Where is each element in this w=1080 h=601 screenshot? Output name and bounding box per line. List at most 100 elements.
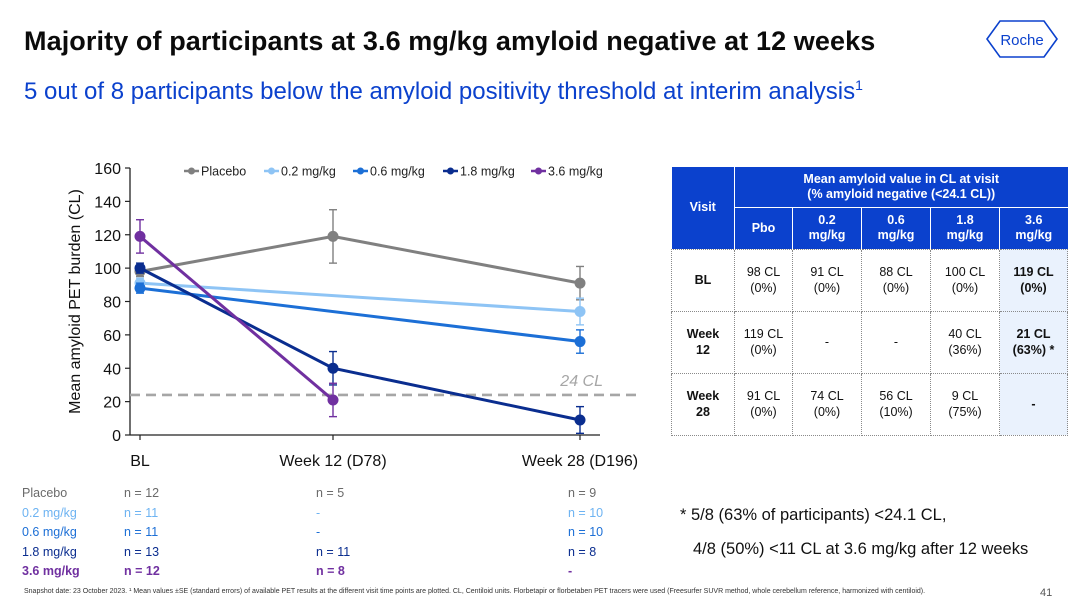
value-cell: 40 CL (36%)	[930, 310, 1000, 374]
column-header: 1.8 mg/kg	[930, 207, 1000, 249]
value-cell: 56 CL (10%)	[861, 372, 931, 436]
legend-label: 1.8 mg/kg	[460, 165, 515, 179]
header-group: Mean amyloid value in CL at visit (% amyl…	[734, 167, 1068, 208]
data-point-1-8-mg-kg	[574, 414, 586, 426]
x-tick-label: BL	[130, 453, 150, 470]
n-table-count: n = 12	[124, 564, 160, 578]
value-cell: 98 CL (0%)	[734, 248, 793, 312]
data-point-placebo	[574, 277, 586, 289]
value-cell: 119 CL (0%)	[999, 248, 1068, 312]
n-table-row: 1.8 mg/kg n = 13 n = 11 n = 8	[22, 545, 662, 563]
value-table-row: Week 12 119 CL (0%) - -40 CL (36%) 21 CL (63%) *	[671, 310, 1068, 374]
series-line-placebo	[139, 234, 581, 285]
n-table-count: n = 8	[568, 544, 597, 559]
n-table-group-label: 0.2 mg/kg	[22, 505, 77, 520]
value-cell: -	[999, 372, 1068, 436]
y-tick-label: 20	[103, 395, 121, 412]
data-point-0-6-mg-kg	[574, 336, 586, 348]
legend-swatch-marker	[268, 167, 275, 175]
y-axis-label: Mean amyloid PET burden (CL)	[67, 189, 84, 414]
slide-title: Majority of participants at 3.6 mg/kg am…	[24, 26, 876, 56]
n-table-count: n = 11	[316, 544, 351, 559]
data-point-1-8-mg-kg	[134, 262, 146, 274]
value-table-row: BL 98 CL (0%) 91 CL (0%) 88 CL (0%) 100 CL (0%) 1…	[671, 248, 1068, 312]
footnote-line-1: * 5/8 (63% of participants) <24.1 CL,	[680, 506, 947, 524]
roche-logo: Roche	[986, 20, 1058, 58]
legend-label: 3.6 mg/kg	[548, 165, 603, 179]
n-table-count: n = 13	[124, 544, 160, 559]
x-tick-label: Week 12 (D78)	[279, 453, 386, 470]
value-cell: 91 CL (0%)	[792, 248, 862, 312]
y-tick-label: 60	[103, 328, 121, 345]
legend-label: 0.2 mg/kg	[281, 165, 336, 179]
n-table-count: n = 8	[316, 564, 345, 578]
y-tick-label: 0	[112, 428, 121, 445]
value-cell: 91 CL (0%)	[734, 372, 793, 436]
series-line-3-6-mg-kg	[139, 235, 334, 402]
value-cell: 88 CL (0%)	[861, 248, 931, 312]
n-table-count: n = 10	[568, 525, 604, 539]
data-point-1-8-mg-kg	[327, 362, 339, 374]
column-header: 0.2 mg/kg	[792, 207, 862, 249]
y-tick-label: 80	[103, 295, 121, 312]
column-header: Pbo	[734, 207, 793, 249]
visit-label: Week 12	[671, 310, 735, 374]
n-table-count: n = 10	[568, 505, 604, 520]
n-table-group-label: 1.8 mg/kg	[22, 544, 77, 559]
legend-swatch-marker	[447, 167, 454, 175]
visit-label: BL	[671, 248, 735, 312]
amyloid-line-chart: 0 20 40 60 80 100 120 140 160 BL Week 12 (D78) Week…	[67, 161, 642, 470]
data-point-0-2-mg-kg	[574, 306, 586, 318]
n-table-row: 0.6 mg/kg n = 11 - n = 10	[22, 525, 662, 543]
value-cell: 100 CL (0%)	[930, 248, 1000, 312]
header-visit: Visit	[671, 167, 735, 249]
value-cell: -	[861, 310, 931, 374]
amyloid-value-table: Visit Mean amyloid value in CL at visit(…	[671, 167, 1068, 436]
legend-label: 0.6 mg/kg	[370, 165, 425, 179]
n-table-count: n = 11	[124, 505, 159, 520]
n-table-count: -	[568, 564, 573, 578]
n-table-count: -	[316, 505, 321, 520]
data-point-3-6-mg-kg	[134, 230, 146, 242]
n-table-count: -	[316, 525, 321, 539]
page-number: 41	[1040, 587, 1053, 599]
series-line-0-2-mg-kg	[139, 281, 581, 314]
n-table-count: n = 9	[568, 486, 597, 500]
legend-swatch-marker	[357, 167, 364, 175]
column-header: 0.6 mg/kg	[861, 207, 931, 249]
legend-label: Placebo	[201, 165, 246, 179]
n-table-group-label: 3.6 mg/kg	[22, 564, 80, 578]
y-tick-label: 100	[94, 261, 121, 278]
legend-swatch-marker	[188, 167, 195, 175]
n-table-count: n = 5	[316, 486, 345, 500]
value-cell: -	[792, 310, 862, 374]
legend-swatch-marker	[535, 167, 542, 175]
snapshot-note: Snapshot date: 23 October 2023. ¹ Mean v…	[24, 588, 926, 595]
n-table-group-label: 0.6 mg/kg	[22, 525, 77, 539]
subtitle-text: 5 out of 8 participants below the amyloi…	[24, 78, 856, 105]
value-cell: 74 CL (0%)	[792, 372, 862, 436]
y-tick-label: 120	[94, 228, 121, 245]
column-header: 3.6 mg/kg	[999, 207, 1068, 249]
logo-text: Roche	[1000, 32, 1043, 49]
value-cell: 9 CL (75%)	[930, 372, 1000, 436]
data-point-3-6-mg-kg	[327, 394, 339, 406]
data-point-placebo	[327, 230, 339, 242]
slide-subtitle: 5 out of 8 participants below the amyloi…	[24, 77, 863, 106]
y-tick-label: 140	[94, 194, 121, 211]
visit-label: Week 28	[671, 372, 735, 436]
x-tick-label: Week 28 (D196)	[522, 453, 638, 470]
value-table-row: Week 28 91 CL (0%) 74 CL (0%) 56 CL (10%) 9 CL (7…	[671, 372, 1068, 436]
threshold-label: 24 CL	[559, 373, 603, 390]
n-table-row: 3.6 mg/kg n = 12 n = 8 -	[22, 564, 662, 582]
footnote-line-2: 4/8 (50%) <11 CL at 3.6 mg/kg after 12 w…	[693, 540, 1029, 558]
n-table-count: n = 11	[124, 525, 159, 539]
n-table-row: 0.2 mg/kg n = 11 - n = 10	[22, 506, 662, 524]
subtitle-footnote-marker: 1	[855, 77, 863, 93]
data-point-0-6-mg-kg	[134, 282, 146, 294]
n-table-row: Placebo n = 12 n = 5 n = 9	[22, 486, 662, 504]
value-cell: 21 CL (63%) *	[999, 310, 1068, 374]
n-table-group-label: Placebo	[22, 486, 68, 500]
y-tick-label: 40	[103, 361, 121, 378]
n-table-count: n = 12	[124, 486, 160, 500]
